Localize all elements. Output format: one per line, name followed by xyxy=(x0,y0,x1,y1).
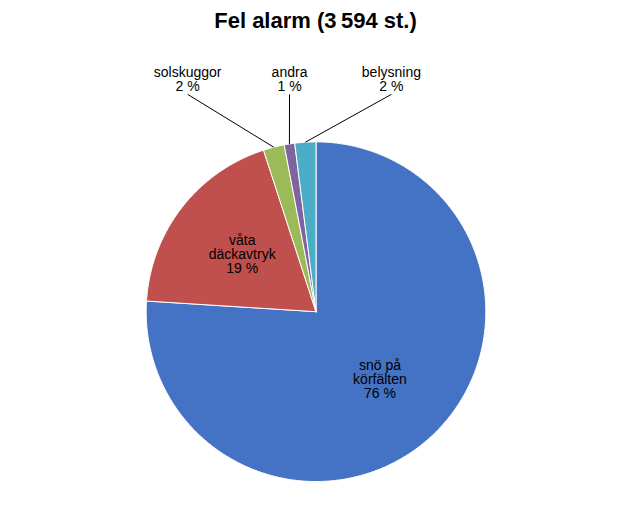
svg-text:andra1 %: andra1 % xyxy=(272,64,308,94)
svg-text:belysning2 %: belysning2 % xyxy=(362,64,421,94)
svg-text:våtadäckavtryk19 %: våtadäckavtryk19 % xyxy=(209,232,277,276)
svg-text:snö påkörfälten76 %: snö påkörfälten76 % xyxy=(353,357,407,401)
html-text:Fel alarm (3 594 st.): Fel alarm (3 594 st.) xyxy=(214,8,417,33)
svg-text:solskuggor2 %: solskuggor2 % xyxy=(154,64,222,94)
